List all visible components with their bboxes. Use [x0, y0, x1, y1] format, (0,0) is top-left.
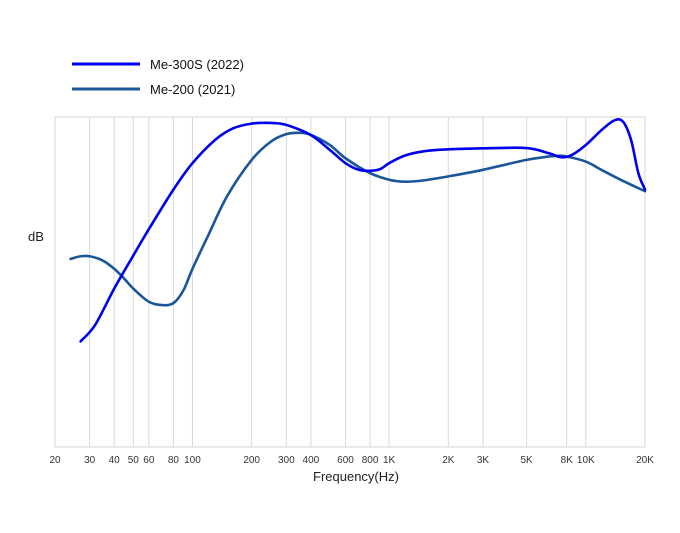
- x-tick-label-300: 300: [278, 455, 295, 466]
- x-tick-label-10k: 10K: [577, 455, 595, 466]
- series-lines: [69, 118, 647, 343]
- x-tick-label-2k: 2K: [442, 455, 455, 466]
- y-axis-label: dB: [28, 229, 44, 244]
- x-tick-label-20: 20: [49, 455, 61, 466]
- x-tick-label-5k: 5K: [520, 455, 533, 466]
- x-tick-label-1k: 1K: [383, 455, 396, 466]
- x-tick-label-20k: 20K: [636, 455, 654, 466]
- x-tick-label-8k: 8K: [561, 455, 574, 466]
- x-tick-label-60: 60: [143, 455, 155, 466]
- x-tick-label-30: 30: [84, 455, 96, 466]
- legend-label-0: Me-300S (2022): [150, 57, 244, 72]
- x-tick-label-40: 40: [109, 455, 121, 466]
- grid-lines: [89, 117, 587, 447]
- x-tick-label-200: 200: [243, 455, 260, 466]
- x-tick-labels: 20 30 40 50 60 80 100 200 300 400 600 800 1K 2K 3K 5K 8K…: [49, 455, 654, 466]
- series-line-0: [79, 118, 647, 343]
- x-tick-label-50: 50: [128, 455, 140, 466]
- x-axis-label: Frequency(Hz): [313, 469, 399, 484]
- x-tick-label-600: 600: [337, 455, 354, 466]
- series-line-1: [69, 131, 647, 307]
- legend: Me-300S (2022) Me-200 (2021): [72, 57, 244, 97]
- x-tick-label-400: 400: [303, 455, 320, 466]
- plot-frame: [54, 116, 646, 448]
- x-tick-label-3k: 3K: [477, 455, 490, 466]
- legend-label-1: Me-200 (2021): [150, 82, 235, 97]
- x-tick-label-80: 80: [168, 455, 180, 466]
- x-tick-label-800: 800: [362, 455, 379, 466]
- x-tick-label-100: 100: [184, 455, 201, 466]
